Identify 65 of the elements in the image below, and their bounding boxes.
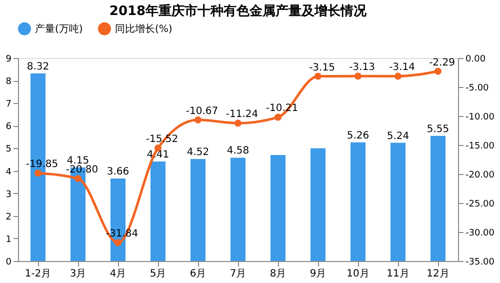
y2-tick-label: -30.00: [466, 228, 495, 238]
point: [194, 116, 202, 124]
bar: [270, 154, 286, 261]
data-label: -10.67: [186, 106, 218, 117]
y-tick-label: 9: [6, 54, 12, 64]
x-tick-label: 9月: [310, 268, 326, 280]
x-tick-label: 6月: [190, 268, 206, 280]
y-tick-label: 6: [6, 122, 12, 132]
bar: [190, 159, 206, 261]
y2-tick-label: -15.00: [466, 142, 495, 152]
data-label: 4.15: [66, 155, 90, 166]
bar: [150, 162, 166, 261]
data-label: -31.84: [106, 228, 138, 240]
y-tick-label: 7: [6, 100, 12, 110]
x-tick-label: 8月: [270, 268, 286, 280]
bar: [390, 142, 406, 261]
y-tick-label: 3: [6, 190, 12, 200]
data-label: -11.24: [226, 109, 258, 120]
y-tick-label: 8: [6, 77, 12, 88]
point: [34, 170, 42, 177]
y-tick-label: 2: [6, 212, 12, 222]
x-tick-label: 12月: [426, 268, 450, 280]
x-tick-label: 1-2月: [24, 268, 52, 280]
data-label: 3.66: [106, 166, 130, 178]
y2-tick-label: -5.00: [466, 84, 490, 94]
bar: [430, 136, 446, 261]
data-label: 8.32: [26, 61, 50, 72]
x-tick-label: 11月: [386, 268, 410, 280]
data-label: 5.55: [426, 124, 450, 135]
point: [274, 114, 282, 121]
data-label: 4.58: [226, 146, 250, 157]
y2-tick-label: -25.00: [466, 200, 495, 210]
data-label: 4.52: [186, 147, 210, 158]
point: [314, 72, 322, 80]
x-tick-label: 3月: [70, 268, 86, 280]
data-label: -3.14: [389, 62, 415, 74]
point: [74, 175, 82, 182]
y2-tick-label: -20.00: [466, 170, 495, 180]
point: [434, 68, 442, 75]
y-tick-label: 5: [6, 144, 12, 155]
x-tick-label: 7月: [230, 268, 246, 280]
legend-label: 同比增长(%): [115, 22, 172, 35]
data-label: -2.29: [429, 57, 455, 68]
chart-title: 2018年重庆市十种有色金属产量及增长情况: [109, 3, 368, 19]
y2-tick-label: -10.00: [466, 112, 495, 122]
point: [394, 72, 402, 80]
data-label: 5.24: [386, 130, 410, 142]
bar: [230, 158, 246, 261]
y2-tick-label: 0.00: [466, 54, 486, 64]
x-tick-label: 10月: [346, 268, 370, 280]
legend-label: 产量(万吨): [35, 22, 83, 35]
data-label: -3.13: [349, 62, 375, 74]
data-label: 5.26: [346, 130, 370, 142]
data-label: -3.15: [309, 62, 335, 74]
x-tick-label: 4月: [110, 268, 126, 280]
point: [354, 72, 362, 80]
bar: [350, 142, 366, 261]
y-tick-label: 1: [6, 234, 12, 245]
point: [114, 239, 122, 246]
y-tick-label: 0: [6, 258, 12, 268]
y2-tick-label: -35.00: [466, 258, 495, 268]
x-tick-label: 5月: [150, 268, 166, 280]
y-tick-label: 4: [6, 167, 12, 178]
point: [234, 120, 242, 127]
bar: [310, 148, 326, 261]
